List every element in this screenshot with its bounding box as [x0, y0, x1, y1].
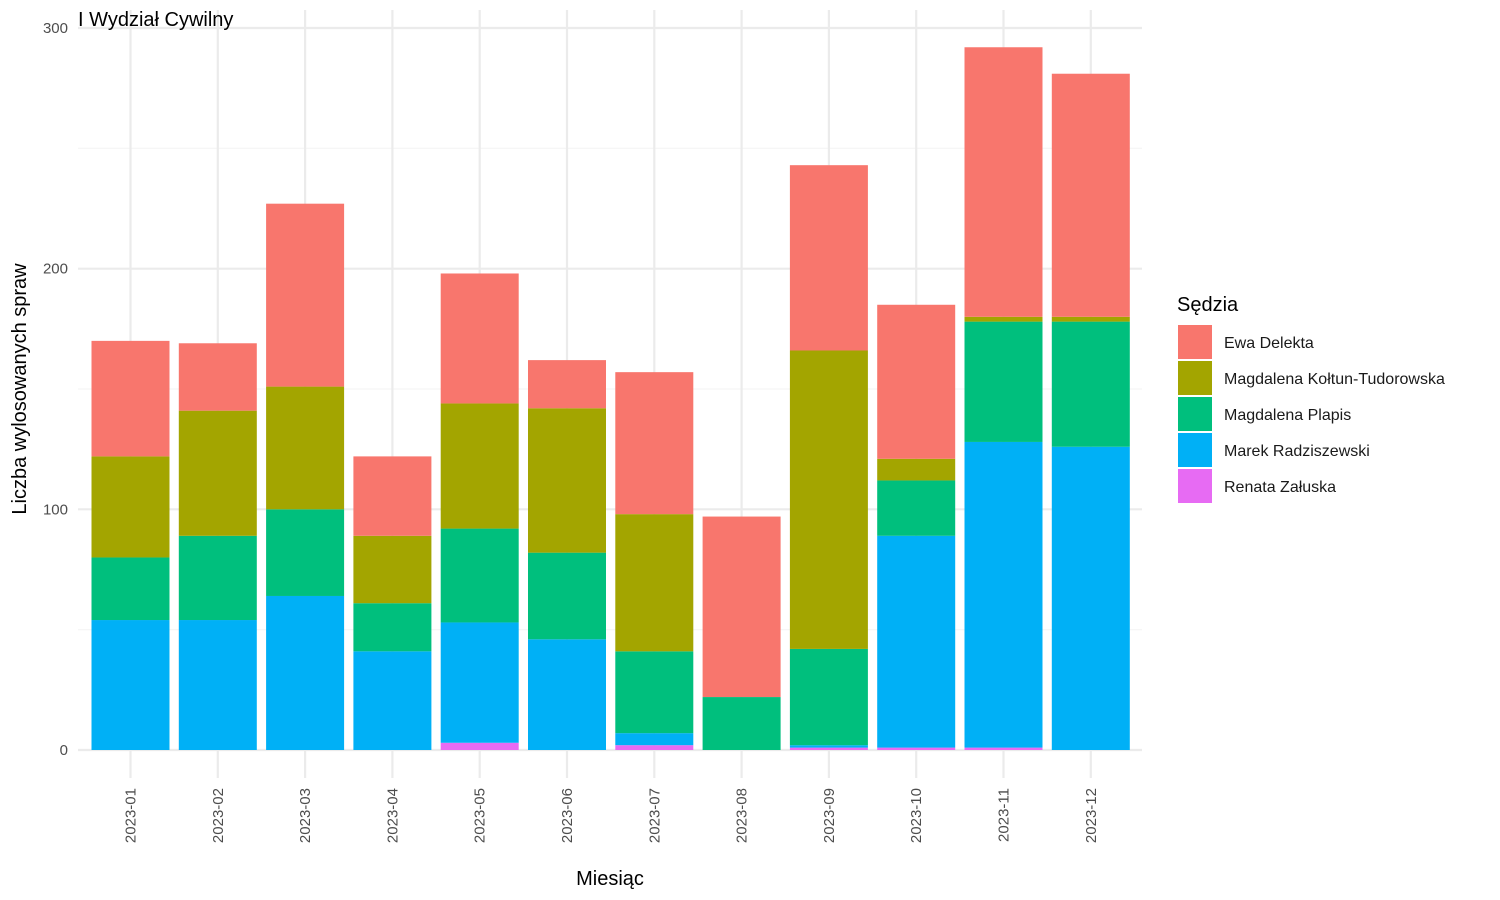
bar-segment-marek-radziszewski-2023-05	[440, 622, 519, 743]
bar-segment-marek-radziszewski-2023-06	[528, 639, 606, 750]
bar-segment-marek-radziszewski-2023-12	[1051, 446, 1130, 750]
legend-title: Sędzia	[1177, 294, 1239, 316]
y-tick-label: 100	[43, 501, 68, 518]
legend-swatch-magdalena-ko-tun-tudorowska	[1178, 361, 1212, 395]
legend-swatch-marek-radziszewski	[1178, 433, 1212, 467]
chart-title: I Wydział Cywilny	[78, 9, 233, 31]
bar-segment-marek-radziszewski-2023-02	[178, 620, 257, 750]
bar-segment-magdalena-plapis-2023-06	[528, 552, 606, 640]
bar-segment-magdalena-ko-tun-tudorowska-2023-10	[877, 458, 956, 481]
bar-segment-magdalena-ko-tun-tudorowska-2023-04	[353, 535, 432, 604]
x-tick-label: 2023-09	[821, 788, 838, 843]
bar-segment-magdalena-ko-tun-tudorowska-2023-01	[91, 456, 170, 558]
bar-segment-marek-radziszewski-2023-07	[615, 733, 694, 746]
bar-segment-ewa-delekta-2023-04	[353, 456, 432, 536]
y-axis-title: Liczba wylosowanych spraw	[9, 263, 31, 515]
x-tick-label: 2023-06	[559, 788, 576, 843]
bar-segment-magdalena-ko-tun-tudorowska-2023-02	[178, 410, 257, 536]
bar-segment-marek-radziszewski-2023-11	[964, 441, 1043, 748]
bar-segment-ewa-delekta-2023-06	[528, 360, 606, 409]
bar-segment-magdalena-plapis-2023-10	[877, 480, 956, 536]
bar-segment-ewa-delekta-2023-07	[615, 372, 694, 515]
legend-label-magdalena-ko-tun-tudorowska: Magdalena Kołtun-Tudorowska	[1224, 371, 1445, 388]
bar-segment-magdalena-plapis-2023-09	[789, 648, 868, 746]
legend-label-marek-radziszewski: Marek Radziszewski	[1224, 443, 1370, 460]
legend-label-magdalena-plapis: Magdalena Plapis	[1224, 407, 1351, 424]
y-tick-label: 200	[43, 261, 68, 278]
bar-segment-marek-radziszewski-2023-04	[353, 651, 432, 750]
legend-label-ewa-delekta: Ewa Delekta	[1224, 335, 1314, 352]
bar-segment-magdalena-plapis-2023-08	[702, 697, 781, 750]
bar-segment-renata-za-uska-2023-07	[615, 745, 694, 750]
legend-swatch-ewa-delekta	[1178, 325, 1212, 359]
bar-segment-magdalena-plapis-2023-04	[353, 603, 432, 652]
y-tick-label: 0	[60, 742, 68, 759]
bar-segment-magdalena-plapis-2023-07	[615, 651, 694, 734]
bar-segment-ewa-delekta-2023-11	[964, 47, 1043, 317]
bar-segment-magdalena-ko-tun-tudorowska-2023-11	[964, 316, 1043, 322]
x-tick-label: 2023-03	[297, 788, 314, 843]
bar-segment-marek-radziszewski-2023-09	[789, 745, 868, 748]
x-tick-label: 2023-10	[908, 788, 925, 843]
bar-segment-ewa-delekta-2023-08	[702, 516, 781, 698]
bar-segment-ewa-delekta-2023-01	[91, 340, 170, 457]
bar-segment-ewa-delekta-2023-05	[440, 273, 519, 404]
bar-segment-magdalena-ko-tun-tudorowska-2023-07	[615, 514, 694, 652]
y-tick-label: 300	[43, 20, 68, 37]
x-tick-label: 2023-08	[734, 788, 751, 843]
x-tick-label: 2023-02	[210, 788, 227, 843]
bar-segment-ewa-delekta-2023-02	[178, 343, 257, 411]
bar-segment-ewa-delekta-2023-12	[1051, 73, 1130, 317]
bar-segment-magdalena-ko-tun-tudorowska-2023-12	[1051, 316, 1130, 322]
bar-segment-marek-radziszewski-2023-10	[877, 535, 956, 748]
legend-label-renata-za-uska: Renata Załuska	[1224, 479, 1336, 496]
bar-segment-magdalena-ko-tun-tudorowska-2023-03	[266, 386, 345, 510]
bar-segment-renata-za-uska-2023-05	[440, 742, 519, 750]
bar-segment-renata-za-uska-2023-09	[789, 747, 868, 750]
bar-segment-magdalena-ko-tun-tudorowska-2023-06	[528, 408, 606, 553]
x-axis-title: Miesiąc	[576, 868, 644, 890]
bar-segment-magdalena-plapis-2023-01	[91, 557, 170, 621]
x-tick-label: 2023-11	[996, 788, 1013, 842]
x-tick-label: 2023-01	[123, 788, 140, 843]
x-tick-label: 2023-04	[384, 788, 401, 843]
x-tick-label: 2023-07	[646, 788, 663, 843]
bar-segment-renata-za-uska-2023-10	[877, 747, 956, 750]
x-tick-label: 2023-12	[1083, 788, 1100, 843]
legend-swatch-magdalena-plapis	[1178, 397, 1212, 431]
bar-segment-magdalena-plapis-2023-05	[440, 528, 519, 623]
bar-segment-ewa-delekta-2023-03	[266, 203, 345, 387]
bar-segment-marek-radziszewski-2023-03	[266, 595, 345, 750]
bar-segment-magdalena-plapis-2023-02	[178, 535, 257, 621]
x-tick-label: 2023-05	[472, 788, 489, 843]
bar-segment-magdalena-plapis-2023-03	[266, 509, 345, 596]
bar-segment-ewa-delekta-2023-09	[789, 165, 868, 351]
bar-segment-magdalena-plapis-2023-12	[1051, 321, 1130, 447]
bar-segment-ewa-delekta-2023-10	[877, 304, 956, 459]
bar-segment-magdalena-ko-tun-tudorowska-2023-09	[789, 350, 868, 649]
bar-segment-magdalena-ko-tun-tudorowska-2023-05	[440, 403, 519, 529]
bar-segment-renata-za-uska-2023-11	[964, 747, 1043, 750]
legend-swatch-renata-za-uska	[1178, 469, 1212, 503]
bar-segment-marek-radziszewski-2023-01	[91, 620, 170, 750]
bar-segment-magdalena-plapis-2023-11	[964, 321, 1043, 442]
